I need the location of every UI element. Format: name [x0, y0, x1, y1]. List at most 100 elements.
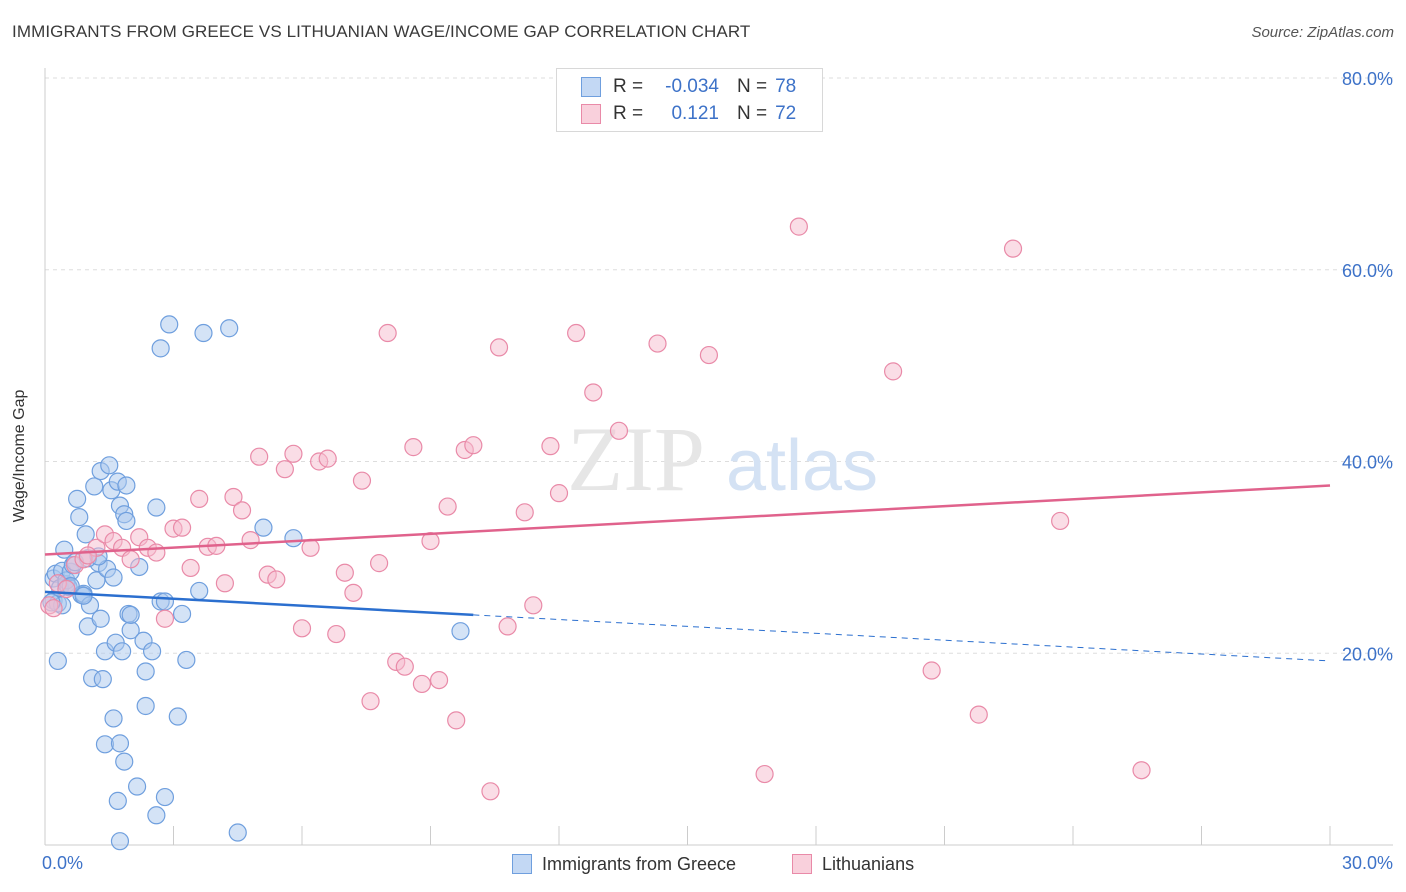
lithuanians-trend-line: [44, 484, 1331, 556]
y-tick-label: 60.0%: [1342, 261, 1393, 281]
greece-point: [112, 642, 132, 661]
lithuanians-point: [648, 334, 667, 353]
lithuanians-point: [498, 617, 517, 636]
lithuanians-point: [318, 449, 337, 468]
greece-point: [127, 777, 147, 796]
n-value: 72: [775, 103, 797, 124]
lithuanians-point: [284, 444, 303, 463]
greece-point: [254, 518, 273, 537]
lithuanians-point: [1003, 239, 1023, 258]
lithuanians-point: [352, 471, 372, 490]
lithuanians-point: [922, 661, 941, 680]
greece-point: [100, 456, 119, 475]
lithuanians-point: [883, 362, 903, 381]
greece-point: [76, 525, 95, 544]
greece-point: [110, 734, 130, 753]
lithuanians-point: [57, 579, 76, 599]
tick-labels: 20.0% 40.0% 60.0% 80.0% 0.0% 30.0%: [42, 69, 1393, 873]
lithuanians-point: [361, 692, 380, 711]
greece-point: [117, 476, 136, 495]
stats-legend-row-greece: R = -0.034 N = 78: [557, 74, 796, 100]
lithuanians-point: [524, 596, 543, 615]
lithuanians-point: [190, 489, 209, 508]
lithuanians-point: [147, 543, 166, 562]
lithuanians-point: [250, 447, 269, 466]
lithuanians-point: [1051, 511, 1070, 531]
greece-point: [104, 568, 123, 587]
lithuanians-point: [224, 487, 243, 507]
watermark-atlas: atlas: [726, 426, 878, 506]
lithuanians-point: [232, 501, 252, 520]
lithuanians-point: [584, 383, 603, 402]
lithuanians-point: [215, 574, 234, 593]
watermark-zip: ZIP: [567, 408, 705, 510]
n-label: N =: [737, 103, 768, 124]
lithuanians-point: [292, 619, 312, 638]
lithuanians-point: [267, 570, 286, 589]
r-label: R =: [613, 76, 644, 97]
legend-label: Immigrants from Greece: [542, 853, 737, 874]
blue-swatch: [581, 77, 601, 97]
series-greece-points: [42, 315, 470, 851]
lithuanians-point: [699, 345, 719, 365]
greece-point: [155, 592, 175, 611]
n-value: 78: [775, 76, 797, 97]
greece-point: [93, 670, 112, 689]
lithuanians-point: [969, 705, 988, 724]
lithuanians-point: [438, 497, 457, 516]
greece-trend-extension: [473, 614, 1331, 662]
chart-title: IMMIGRANTS FROM GREECE VS LITHUANIAN WAG…: [12, 22, 751, 41]
legend-label: Lithuanians: [822, 853, 915, 874]
pink-swatch: [581, 104, 601, 124]
legend-item-lithuanians[interactable]: Lithuanians: [792, 852, 914, 876]
greece-point: [151, 339, 170, 358]
greece-point: [136, 696, 155, 716]
r-value: 0.121: [671, 103, 719, 124]
greece-point: [451, 622, 470, 641]
lithuanians-point: [755, 764, 774, 784]
lithuanians-point: [155, 609, 175, 628]
greece-point: [70, 508, 89, 527]
legend-item-greece[interactable]: Immigrants from Greece: [512, 852, 736, 876]
trend-lines: [44, 484, 1331, 662]
greece-point: [85, 477, 104, 496]
source-credit: Source: ZipAtlas.com: [1251, 24, 1394, 41]
greece-point: [121, 605, 140, 625]
stats-legend-row-lithuanians: R = 0.121 N = 72: [557, 101, 796, 127]
axes: [44, 68, 1393, 846]
lithuanians-point: [44, 599, 63, 618]
pink-swatch: [792, 854, 812, 874]
lithuanians-point: [1132, 761, 1151, 780]
y-tick-label: 20.0%: [1342, 644, 1393, 664]
lithuanians-point: [301, 538, 320, 557]
r-value: -0.034: [665, 76, 719, 97]
greece-point: [74, 586, 93, 605]
greece-point: [172, 604, 192, 624]
lithuanians-point: [447, 711, 466, 730]
lithuanians-point: [378, 323, 397, 343]
lithuanians-point: [172, 518, 192, 537]
greece-trend-line: [44, 590, 474, 617]
lithuanians-point: [481, 782, 500, 801]
lithuanians-point: [489, 338, 509, 357]
greece-point: [155, 787, 175, 807]
r-label: R =: [613, 103, 644, 124]
gridlines: [45, 77, 1393, 654]
lithuanians-point: [327, 624, 346, 644]
greece-point: [142, 642, 162, 661]
lithuanians-point: [275, 460, 294, 479]
greece-point: [284, 529, 303, 548]
lithuanians-point: [609, 421, 629, 440]
greece-point: [136, 662, 155, 681]
lithuanians-point: [335, 563, 354, 582]
greece-point: [104, 709, 123, 728]
n-label: N =: [737, 76, 768, 97]
lithuanians-point: [429, 670, 449, 690]
greece-point: [115, 752, 134, 771]
greece-point: [68, 489, 87, 508]
lithuanians-point: [121, 550, 140, 569]
lithuanians-point: [541, 437, 560, 456]
greece-point: [48, 651, 67, 671]
greece-point: [91, 609, 110, 628]
watermark: ZIP atlas: [567, 408, 878, 510]
